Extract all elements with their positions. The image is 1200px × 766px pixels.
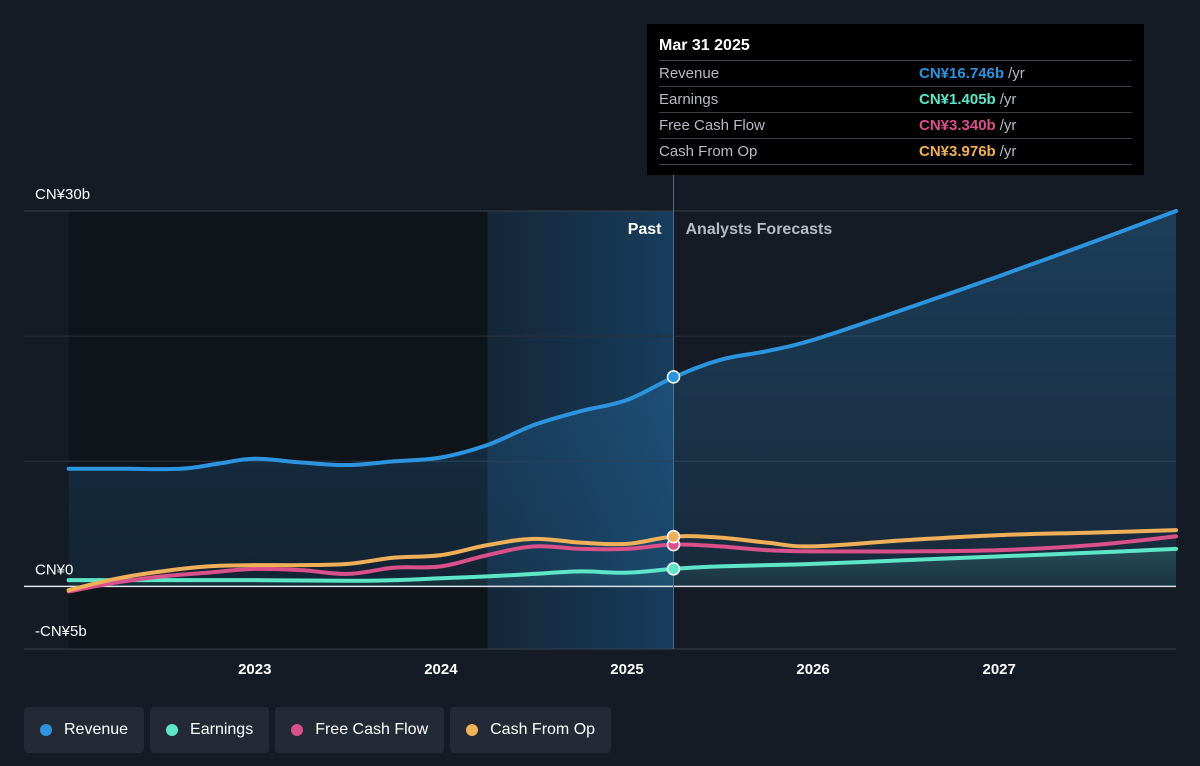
y-tick-label: CN¥30b <box>35 186 90 203</box>
tooltip-date: Mar 31 2025 <box>659 37 750 54</box>
y-tick-label: CN¥0 <box>35 561 73 578</box>
tooltip-value: CN¥1.405b <box>919 91 996 108</box>
legend-label: Cash From Op <box>490 721 596 738</box>
hover-tooltip: Mar 31 2025 Revenue CN¥16.746b /yr Earni… <box>647 24 1144 175</box>
revenue-area <box>68 211 1177 587</box>
cash-from-op-dot-icon <box>466 724 479 736</box>
cash-from-op-marker <box>666 529 681 544</box>
revenue-line <box>66 209 1178 472</box>
y-tick-label: -CN¥5b <box>35 623 87 640</box>
tooltip-label: Earnings <box>659 91 719 108</box>
free-cash-flow-line <box>66 534 1178 594</box>
tooltip-unit: /yr <box>1008 65 1025 82</box>
earnings-marker <box>666 562 681 576</box>
legend-item-cash-from-op[interactable]: Cash From Op <box>450 707 612 753</box>
legend-item-revenue[interactable]: Revenue <box>24 707 145 753</box>
tooltip-label: Revenue <box>659 65 720 82</box>
tooltip-row-cash-from-op: Cash From Op CN¥3.976b /yr <box>659 138 1132 165</box>
legend-label: Revenue <box>64 721 129 738</box>
tooltip-value: CN¥3.340b <box>919 117 996 134</box>
x-tick-label: 2023 <box>238 661 271 678</box>
tooltip-value: CN¥3.976b <box>919 143 996 160</box>
tooltip-unit: /yr <box>999 143 1017 160</box>
revenue-marker <box>666 370 681 384</box>
revenue-dot-icon <box>40 724 52 736</box>
earnings-line <box>66 546 1178 583</box>
tooltip-label: Free Cash Flow <box>659 117 765 134</box>
past-label: Past <box>628 221 662 238</box>
legend-label: Earnings <box>190 721 254 738</box>
tooltip-value: CN¥16.746b <box>919 65 1005 82</box>
free-cash-flow-dot-icon <box>291 724 304 736</box>
chart-legend: Revenue Earnings Free Cash Flow Cash Fro… <box>24 707 612 753</box>
x-tick-label: 2027 <box>983 661 1016 678</box>
cash-from-op-line <box>66 528 1178 593</box>
tooltip-row-free-cash-flow: Free Cash Flow CN¥3.340b /yr <box>659 112 1132 138</box>
x-tick-label: 2025 <box>610 661 643 678</box>
x-tick-label: 2024 <box>424 661 458 678</box>
forecast-label: Analysts Forecasts <box>686 221 833 238</box>
tooltip-unit: /yr <box>999 117 1017 134</box>
tooltip-unit: /yr <box>999 91 1017 108</box>
tooltip-row-earnings: Earnings CN¥1.405b /yr <box>659 86 1132 112</box>
tooltip-row-revenue: Revenue CN¥16.746b /yr <box>659 60 1132 86</box>
earnings-area <box>68 548 1177 587</box>
tooltip-label: Cash From Op <box>659 143 758 160</box>
legend-label: Free Cash Flow <box>315 721 429 738</box>
legend-item-earnings[interactable]: Earnings <box>150 707 270 753</box>
earnings-dot-icon <box>166 724 179 736</box>
legend-item-free-cash-flow[interactable]: Free Cash Flow <box>275 707 445 753</box>
x-tick-label: 2026 <box>796 661 829 678</box>
